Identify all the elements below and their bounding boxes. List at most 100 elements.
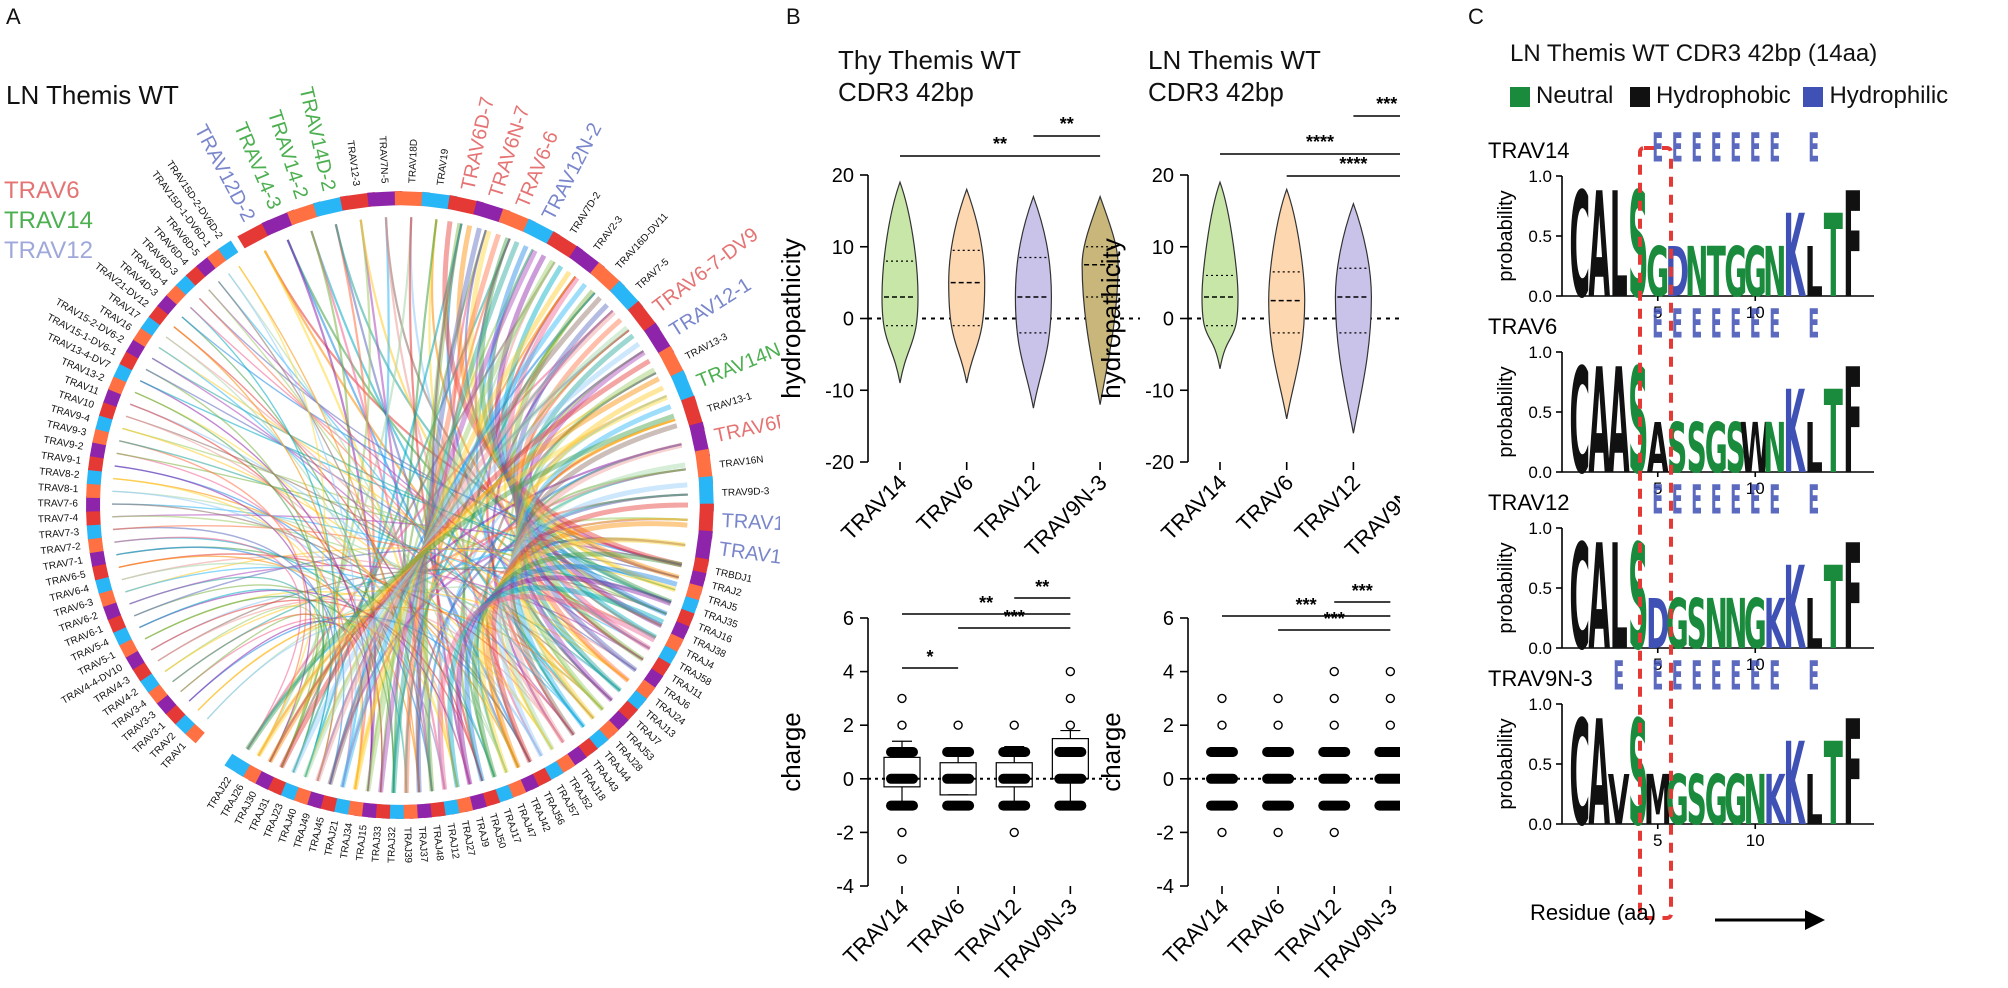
- chord-label: TRAV12-3: [344, 140, 361, 187]
- y-tick-label: -4: [1156, 876, 1174, 898]
- sig-label: ***: [1296, 595, 1317, 615]
- chord-ribbon: [206, 619, 542, 757]
- chord-label: TRAJ27: [459, 819, 477, 857]
- logo-letter-minor: E: [1652, 302, 1663, 348]
- chord-ribbon: [129, 403, 383, 793]
- violin-shape: [1268, 187, 1306, 420]
- chord-ribbon: [290, 341, 641, 774]
- chord-ribbon: [150, 599, 483, 782]
- chord-ribbon: [447, 585, 665, 788]
- logo-letter-minor: E: [1652, 478, 1663, 524]
- logo-letter-minor: E: [1730, 654, 1741, 700]
- chord-ribbon: [165, 336, 408, 793]
- chord-ribbon: [352, 270, 572, 790]
- chord-ribbon: [122, 427, 662, 627]
- x-tick-label: TRAV14: [1158, 894, 1233, 969]
- charge-dot-band: [942, 800, 975, 811]
- y-tick-label: 0.0: [1528, 815, 1552, 834]
- charge-outlier: [1217, 827, 1227, 838]
- chord-ribbon: [181, 316, 395, 793]
- logo-letter: C: [1569, 337, 1590, 506]
- logo-letter-minor: E: [1691, 126, 1702, 172]
- chord-label: TRAV9D-3: [722, 486, 770, 499]
- charge-dot-band: [1318, 800, 1351, 811]
- sig-label: **: [1035, 577, 1049, 597]
- chord-ribbon: [468, 230, 677, 593]
- legend-neutral: Neutral: [1510, 82, 1613, 109]
- chord-label: TRAV7D-2: [568, 190, 603, 236]
- logo-letter: F: [1843, 513, 1862, 682]
- chord-ribbon: [151, 357, 672, 603]
- chord-ribbon: [122, 427, 554, 750]
- charge-outlier: [1385, 666, 1396, 677]
- x-tick-label: TRAV14: [836, 470, 911, 545]
- logo-row-title: TRAV9N-3: [1488, 666, 1593, 691]
- chord-ribbon: [512, 303, 638, 673]
- chord-ribbon: [315, 310, 616, 782]
- y-tick-label: 6: [843, 608, 854, 630]
- chord-segment: [224, 753, 250, 777]
- chord-ribbon: [208, 289, 520, 768]
- logo-letter: A: [1608, 337, 1630, 506]
- charge-dot-band: [1262, 800, 1295, 811]
- chord-label: TRAJ48: [430, 824, 445, 862]
- chord-ribbon: [145, 368, 637, 671]
- chord-ribbon: [366, 248, 534, 792]
- sig-label: **: [993, 134, 1007, 154]
- chord-ribbon: [464, 564, 678, 782]
- y-axis-label: charge: [776, 712, 806, 792]
- chord-ribbon: [302, 325, 629, 778]
- charge-dot-band: [1374, 747, 1400, 757]
- charge-dot-band: [1318, 747, 1351, 757]
- logo-letter: C: [1569, 689, 1590, 858]
- chord-segment: [86, 482, 101, 499]
- sig-label: **: [1060, 114, 1074, 134]
- chord-ribbon: [472, 551, 683, 778]
- chord-ribbon: [111, 503, 650, 650]
- chord-ribbon: [173, 326, 341, 782]
- legend-neutral-label: Neutral: [1536, 82, 1614, 109]
- chord-ribbon: [511, 404, 672, 729]
- logo-letter-minor: E: [1750, 126, 1761, 172]
- chord-ribbon: [456, 575, 672, 785]
- panel-label-a: A: [6, 4, 21, 29]
- violin-title-ln-line1: LN Themis WT: [1148, 45, 1321, 75]
- y-tick-label: 0: [843, 309, 854, 331]
- logo-letter-minor: E: [1711, 302, 1722, 348]
- chord-label: TRAV2-3: [592, 214, 626, 253]
- charge-outlier: [1385, 720, 1396, 730]
- chord-label: TRAV7-3: [38, 527, 80, 541]
- y-tick-label: 0: [1163, 309, 1174, 331]
- charge-outlier: [897, 720, 907, 730]
- chord-ribbon: [112, 490, 446, 790]
- y-tick-label: 6: [1163, 608, 1174, 630]
- chord-ribbon: [378, 249, 538, 793]
- chord-ribbon: [515, 333, 635, 693]
- logo-letter-minor: E: [1808, 302, 1819, 348]
- logo-letter-minor: E: [1672, 302, 1683, 348]
- charge-outlier: [1329, 666, 1339, 677]
- logo-letter: T: [1824, 366, 1843, 499]
- logo-letter: F: [1843, 689, 1862, 858]
- chord-label: TRAJ34: [339, 822, 356, 860]
- logo-letter: L: [1805, 761, 1823, 841]
- chord-ribbon: [515, 367, 656, 712]
- chord-label: TRAV19: [435, 148, 451, 187]
- chord-ribbon: [125, 547, 676, 593]
- chord-ribbon: [112, 515, 604, 711]
- x-tick-label: 10: [1746, 831, 1765, 850]
- logo-letter: N: [1744, 761, 1767, 841]
- chord-ribbon: [238, 265, 326, 757]
- logo-letter-minor: E: [1691, 302, 1702, 348]
- logo-letter-minor: E: [1730, 478, 1741, 524]
- chord-ribbon: [227, 273, 358, 788]
- logo-letter: G: [1666, 761, 1689, 841]
- sig-label: ***: [1324, 609, 1345, 629]
- chord-ribbon: [327, 296, 602, 786]
- chord-ribbon: [114, 536, 302, 750]
- charge-outlier: [1009, 720, 1019, 730]
- charge-dot-band: [1262, 773, 1295, 784]
